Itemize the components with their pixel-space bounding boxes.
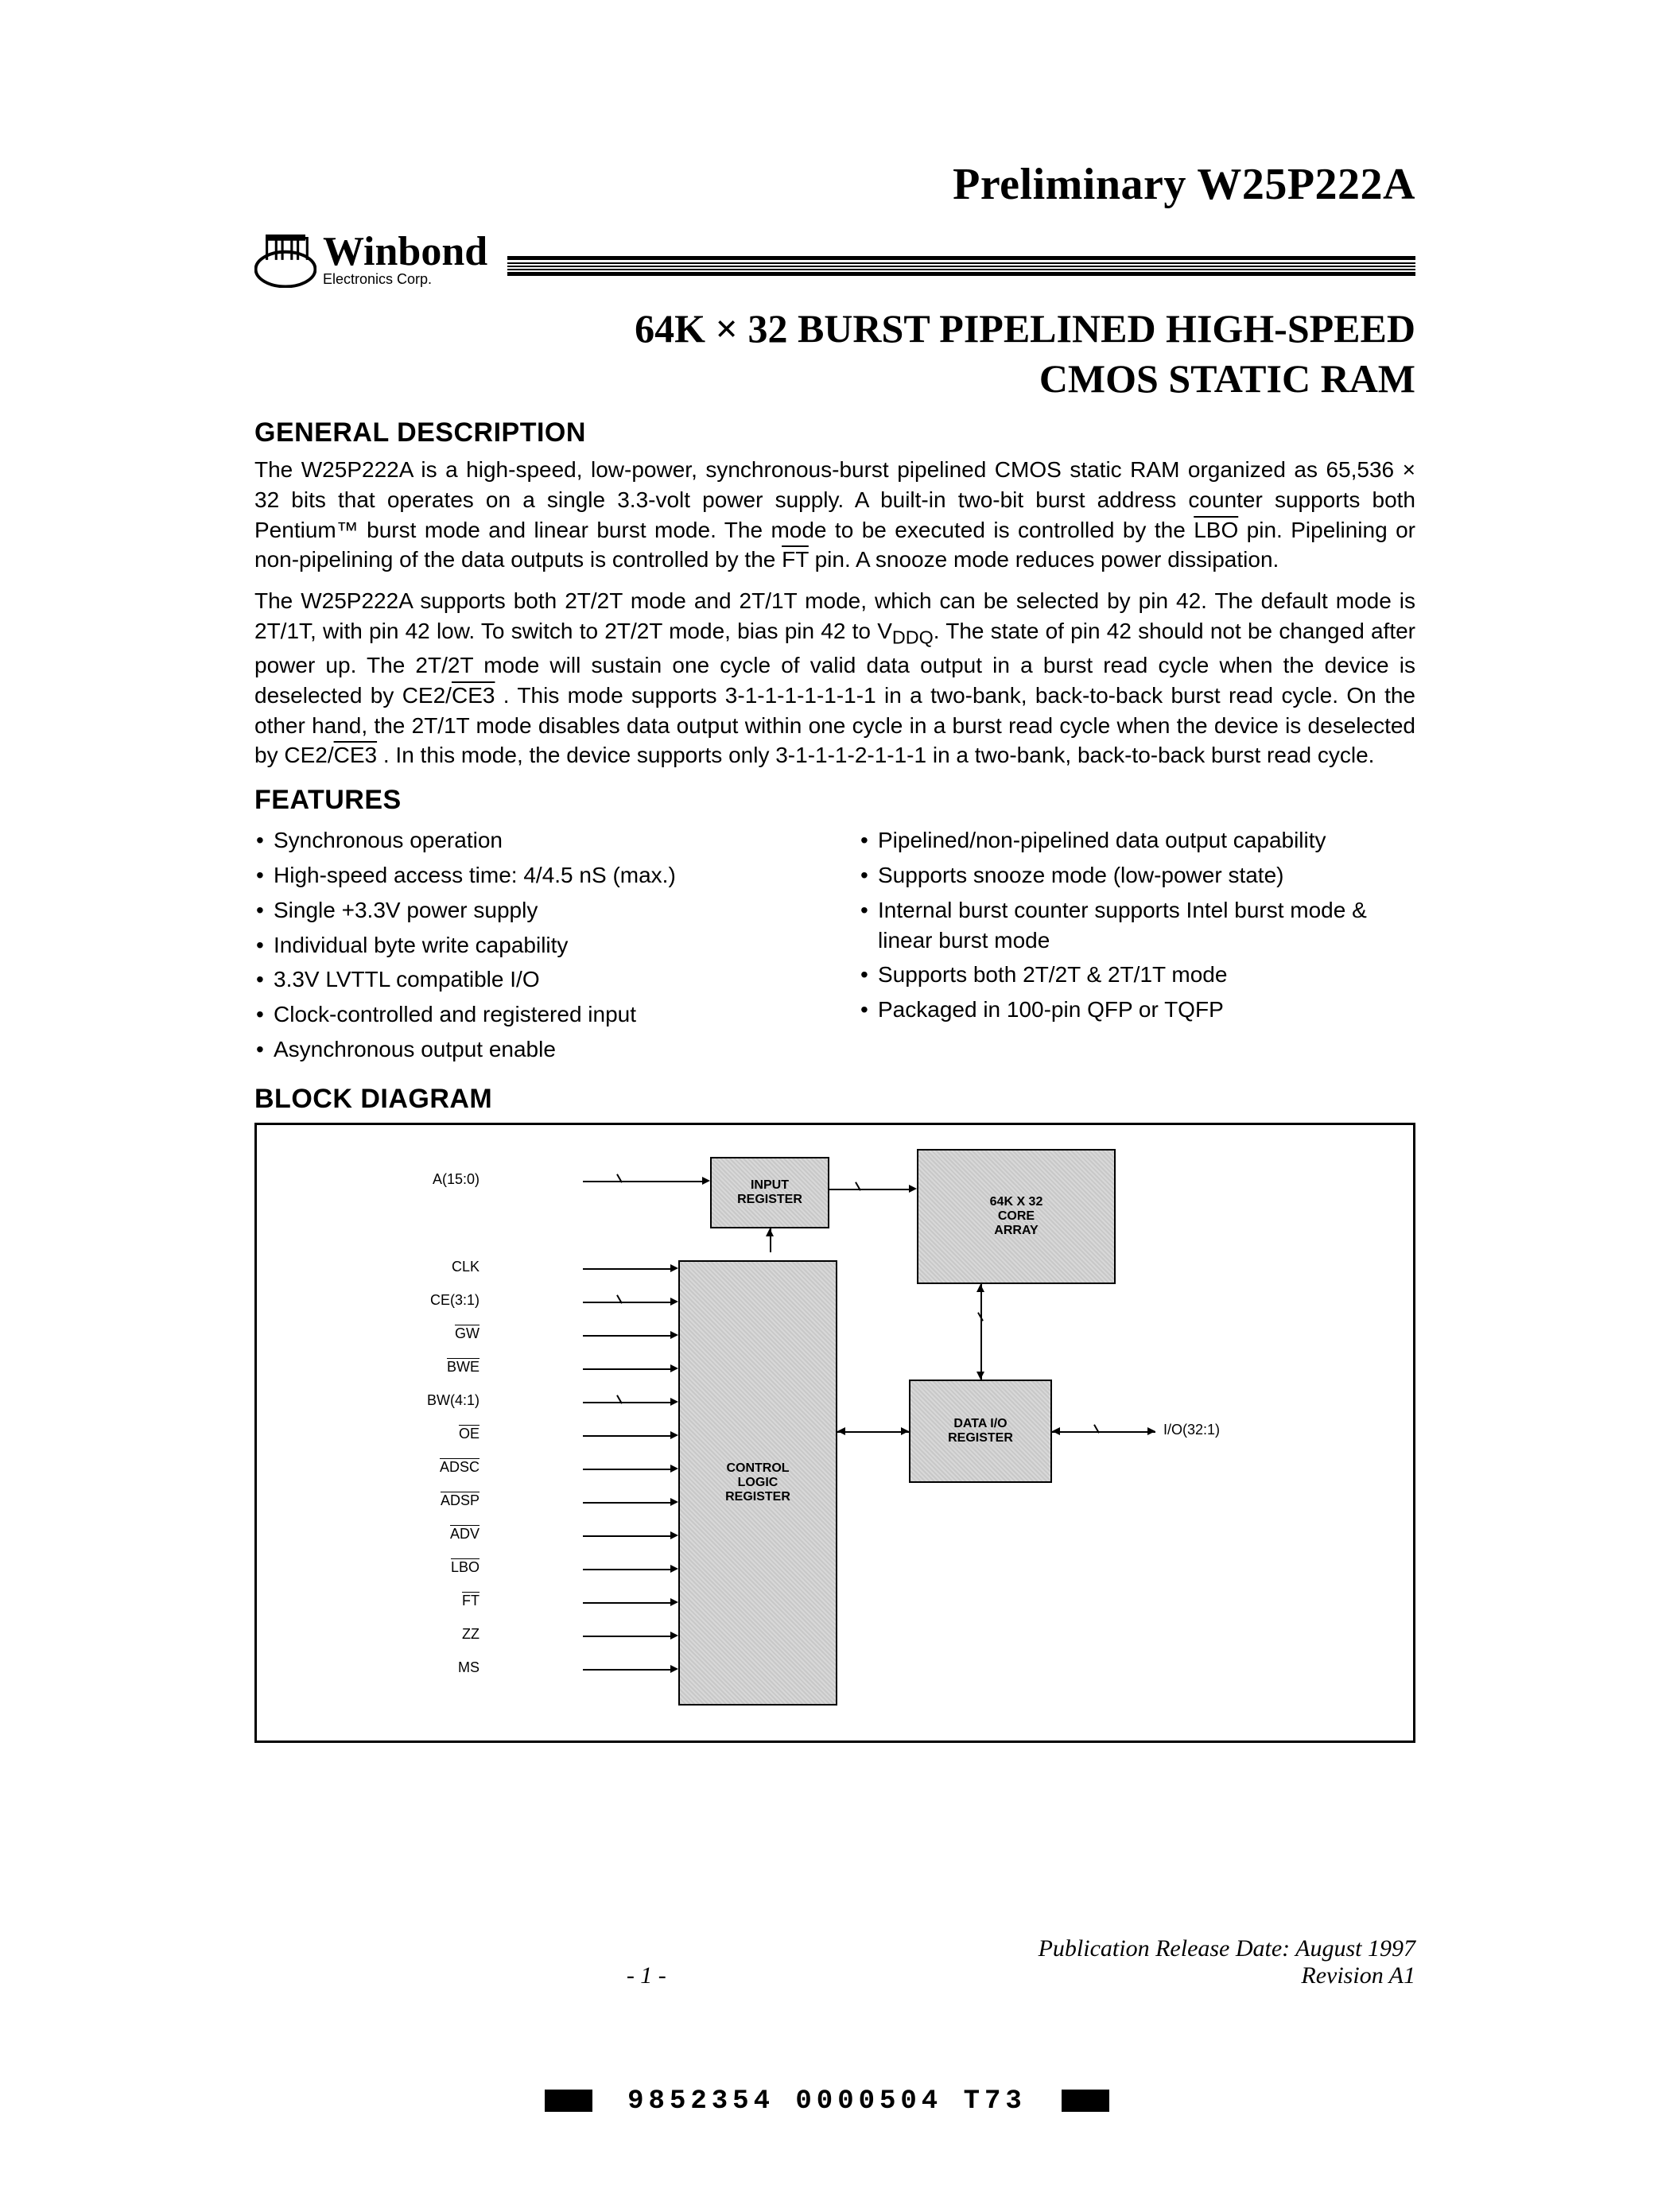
- signal-label: FT: [384, 1593, 480, 1609]
- features-right-list: Pipelined/non-pipelined data output capa…: [859, 825, 1415, 1069]
- diagram-block-input_reg: INPUT REGISTER: [710, 1157, 829, 1228]
- feature-item: 3.3V LVTTL compatible I/O: [254, 964, 811, 995]
- preliminary-title: Preliminary W25P222A: [254, 159, 1415, 210]
- feature-item: Single +3.3V power supply: [254, 895, 811, 926]
- signal-label: ADSP: [384, 1492, 480, 1509]
- signal-label: CLK: [384, 1259, 480, 1275]
- signal-label: A(15:0): [384, 1171, 480, 1188]
- winbond-logo-icon: [254, 226, 316, 288]
- signal-label-io: I/O(32:1): [1163, 1422, 1220, 1438]
- feature-item: Asynchronous output enable: [254, 1034, 811, 1065]
- header-rules: [507, 256, 1415, 278]
- barcode-row: 9852354 0000504 T73: [0, 2086, 1654, 2117]
- signal-label: MS: [384, 1659, 480, 1676]
- signal-label: BWE: [384, 1359, 480, 1376]
- lbo-pin: LBO: [1194, 518, 1238, 542]
- feature-item: Synchronous operation: [254, 825, 811, 856]
- ce3-pin-2: CE3: [334, 743, 377, 767]
- section-features: FEATURES: [254, 785, 1415, 816]
- brand-name: Winbond: [323, 235, 487, 270]
- signal-label: LBO: [384, 1559, 480, 1576]
- description-para-2: The W25P222A supports both 2T/2T mode an…: [254, 586, 1415, 770]
- feature-item: Pipelined/non-pipelined data output capa…: [859, 825, 1415, 856]
- diagram-block-core_array: 64K X 32 CORE ARRAY: [917, 1149, 1116, 1284]
- signal-label: OE: [384, 1426, 480, 1442]
- section-general-description: GENERAL DESCRIPTION: [254, 417, 1415, 448]
- ft-pin: FT: [782, 547, 809, 572]
- signal-label: ADV: [384, 1526, 480, 1543]
- section-block-diagram: BLOCK DIAGRAM: [254, 1084, 1415, 1115]
- signal-label: BW(4:1): [384, 1392, 480, 1409]
- logo-block: Winbond Electronics Corp.: [254, 226, 487, 288]
- ce3-pin: CE3: [452, 683, 495, 708]
- feature-item: Packaged in 100-pin QFP or TQFP: [859, 995, 1415, 1025]
- signal-label: ZZ: [384, 1626, 480, 1643]
- features-left-list: Synchronous operation High-speed access t…: [254, 825, 811, 1069]
- main-title-line2: CMOS STATIC RAM: [1039, 356, 1415, 401]
- diagram-block-data_io: DATA I/O REGISTER: [909, 1380, 1052, 1483]
- publication-date: Publication Release Date: August 1997: [1039, 1935, 1415, 1962]
- barcode-block-icon: [545, 2090, 592, 2112]
- features-columns: Synchronous operation High-speed access t…: [254, 822, 1415, 1069]
- main-title: 64K × 32 BURST PIPELINED HIGH-SPEED CMOS…: [254, 304, 1415, 403]
- main-title-line1: 64K × 32 BURST PIPELINED HIGH-SPEED: [635, 306, 1415, 351]
- feature-item: High-speed access time: 4/4.5 nS (max.): [254, 860, 811, 891]
- signal-label: CE(3:1): [384, 1292, 480, 1309]
- page-number: - 1 -: [627, 1962, 666, 1989]
- brand-subtitle: Electronics Corp.: [323, 271, 487, 288]
- block-diagram: INPUT REGISTER 64K X 32 CORE ARRAY CONTROL…: [254, 1123, 1415, 1743]
- diagram-block-control: CONTROL LOGIC REGISTER: [678, 1260, 837, 1706]
- feature-item: Internal burst counter supports Intel bu…: [859, 895, 1415, 956]
- feature-item: Supports snooze mode (low-power state): [859, 860, 1415, 891]
- feature-item: Clock-controlled and registered input: [254, 999, 811, 1030]
- page: Preliminary W25P222A Winbond Electronics…: [0, 0, 1654, 2212]
- barcode-block-icon: [1062, 2090, 1109, 2112]
- signal-label: ADSC: [384, 1459, 480, 1476]
- page-footer: - 1 - Publication Release Date: August 1…: [254, 1935, 1415, 1989]
- signal-label: GW: [384, 1325, 480, 1342]
- description-para-1: The W25P222A is a high-speed, low-power,…: [254, 455, 1415, 575]
- barcode-text: 9852354 0000504 T73: [627, 2086, 1027, 2117]
- feature-item: Supports both 2T/2T & 2T/1T mode: [859, 960, 1415, 990]
- revision: Revision A1: [1039, 1962, 1415, 1989]
- feature-item: Individual byte write capability: [254, 930, 811, 960]
- header-row: Winbond Electronics Corp.: [254, 226, 1415, 288]
